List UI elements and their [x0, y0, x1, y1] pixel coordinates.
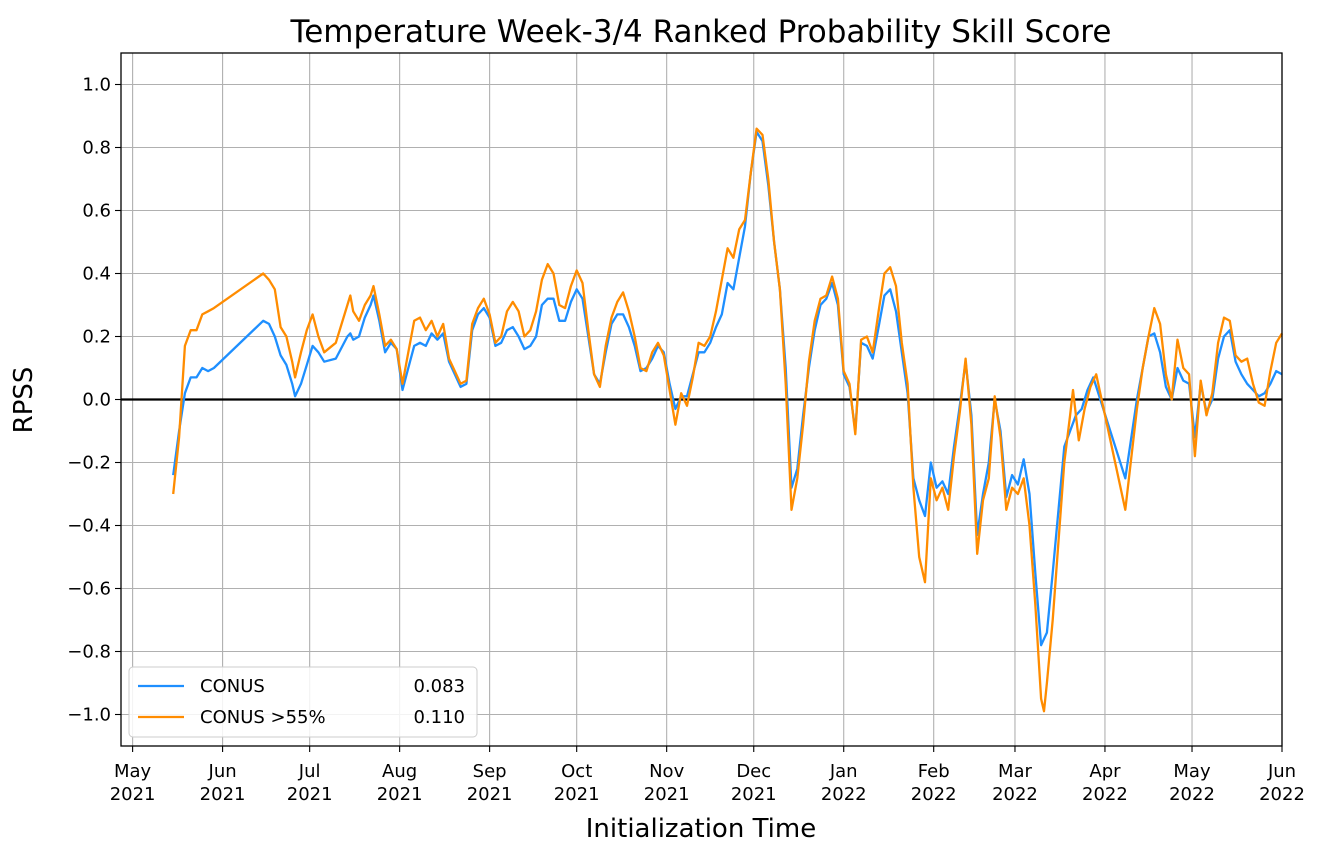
y-tick-label: 1.0: [82, 75, 111, 96]
y-tick-label: −0.4: [67, 516, 111, 537]
y-axis-label: RPSS: [9, 367, 39, 434]
x-tick-month-label: Jul: [298, 761, 321, 782]
y-tick-label: −0.8: [67, 642, 111, 663]
x-tick-month-label: May: [1173, 761, 1211, 782]
x-tick-month-label: Feb: [918, 761, 950, 782]
x-tick-month-label: Dec: [736, 761, 771, 782]
x-tick-year-label: 2021: [377, 784, 423, 805]
x-tick-month-label: Oct: [561, 761, 592, 782]
y-axis-ticks: −1.0 −0.8 −0.6 −0.4 −0.2 0.0 0.2 0.4 0.6 0.8 1.0: [67, 75, 121, 726]
x-tick-year-label: 2021: [731, 784, 777, 805]
x-tick-month-label: Nov: [649, 761, 684, 782]
y-tick-label: 0.4: [82, 264, 111, 285]
legend-series-name: CONUS >55%: [200, 707, 326, 728]
x-tick-year-label: 2022: [992, 784, 1038, 805]
x-tick-year-label: 2022: [821, 784, 867, 805]
x-tick-year-label: 2021: [467, 784, 513, 805]
x-tick-month-label: Jun: [208, 761, 237, 782]
x-tick-year-label: 2022: [911, 784, 957, 805]
y-tick-label: 0.0: [82, 390, 111, 411]
y-tick-label: −0.6: [67, 579, 111, 600]
series-line-conus: [172, 130, 1283, 647]
x-tick-month-label: Jun: [1267, 761, 1296, 782]
x-axis-ticks: May2021Jun2021Jul2021Aug2021Sep2021Oct20…: [110, 746, 1305, 805]
x-tick-year-label: 2021: [200, 784, 246, 805]
legend: CONUS 0.083 CONUS >55% 0.110: [128, 666, 478, 738]
legend-series-mean: 0.110: [413, 707, 465, 728]
y-tick-label: 0.8: [82, 138, 111, 159]
series-line-conus-55: [172, 127, 1283, 713]
x-tick-month-label: Sep: [473, 761, 507, 782]
legend-box: [128, 666, 478, 738]
series-lines: [172, 127, 1283, 713]
x-tick-year-label: 2022: [1169, 784, 1215, 805]
x-tick-month-label: Apr: [1089, 761, 1121, 782]
x-tick-month-label: Aug: [382, 761, 417, 782]
x-tick-month-label: May: [114, 761, 152, 782]
y-tick-label: −0.2: [67, 453, 111, 474]
x-tick-year-label: 2021: [287, 784, 333, 805]
legend-series-mean: 0.083: [413, 676, 465, 697]
y-tick-label: 0.6: [82, 201, 111, 222]
x-tick-year-label: 2021: [110, 784, 156, 805]
y-tick-label: 0.2: [82, 327, 111, 348]
x-tick-year-label: 2021: [554, 784, 600, 805]
chart-title: Temperature Week-3/4 Ranked Probability …: [290, 14, 1112, 50]
x-tick-year-label: 2022: [1259, 784, 1305, 805]
x-tick-month-label: Mar: [998, 761, 1033, 782]
x-tick-year-label: 2022: [1082, 784, 1128, 805]
x-axis-label: Initialization Time: [586, 814, 816, 844]
y-tick-label: −1.0: [67, 705, 111, 726]
x-tick-month-label: Jan: [829, 761, 858, 782]
legend-series-name: CONUS: [200, 676, 265, 697]
x-tick-year-label: 2021: [644, 784, 690, 805]
